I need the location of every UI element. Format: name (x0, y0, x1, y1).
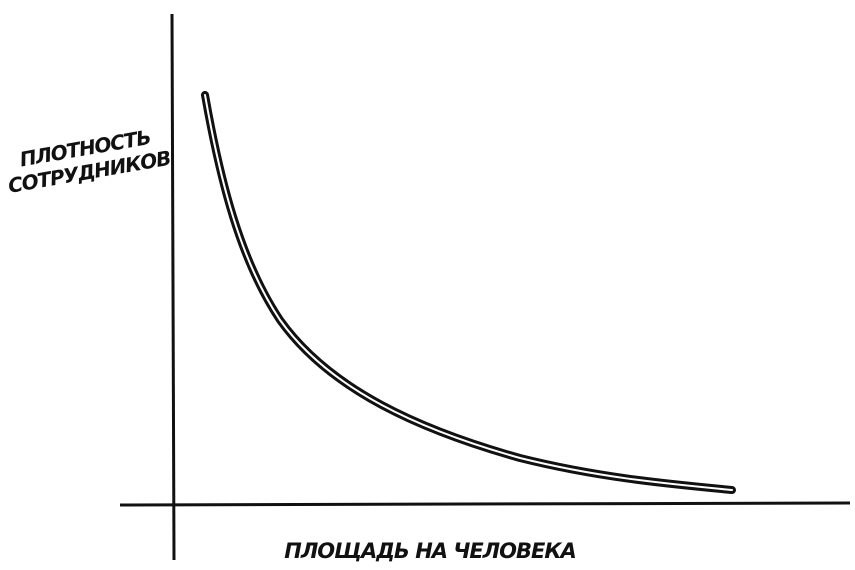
y-axis-label: ПЛОТНОСТЬ СОТРУДНИКОВ (6, 125, 172, 198)
y-axis (170, 13, 176, 561)
x-axis (119, 501, 851, 507)
x-axis-label: ПЛОЩАДЬ НА ЧЕЛОВЕКА (284, 539, 576, 563)
curve-outline (201, 91, 736, 494)
curve-inner (204, 94, 733, 491)
